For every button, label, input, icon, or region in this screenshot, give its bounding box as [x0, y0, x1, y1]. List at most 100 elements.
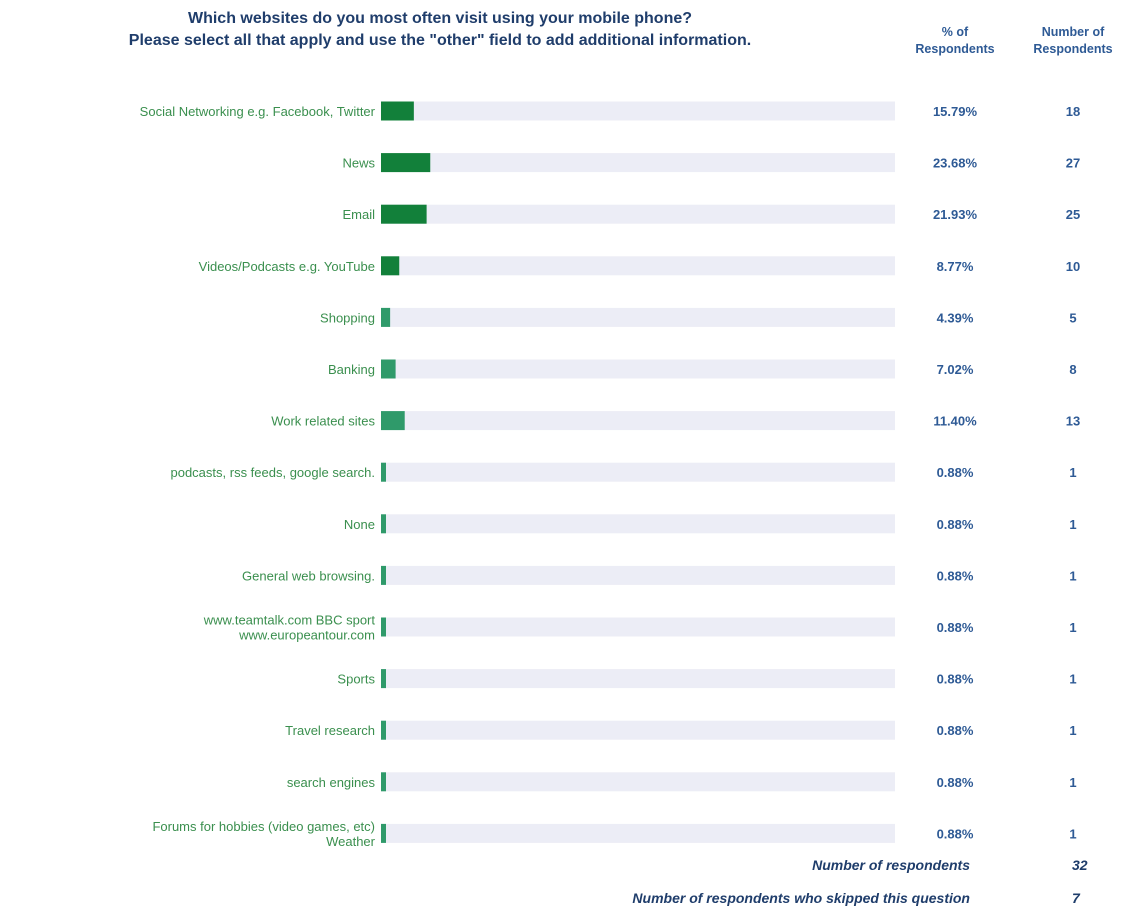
- count-label: 18: [1066, 104, 1080, 119]
- count-header-line-1: Number of: [1041, 25, 1105, 39]
- percent-label: 7.02%: [937, 362, 974, 377]
- category-label: www.europeantour.com: [238, 628, 375, 643]
- count-label: 1: [1069, 775, 1076, 790]
- chart-row: None 0.88% 1: [344, 514, 1077, 534]
- count-label: 25: [1066, 207, 1080, 222]
- chart-row: Videos/Podcasts e.g. YouTube 8.77% 10: [199, 256, 1080, 276]
- percent-label: 11.40%: [933, 414, 977, 429]
- percent-label: 0.88%: [937, 465, 974, 480]
- question-title-line-2: Please select all that apply and use the…: [128, 32, 752, 49]
- question-title-line-1: Which websites do you most often visit u…: [187, 10, 693, 27]
- bar: [381, 617, 386, 637]
- percent-label: 0.88%: [937, 517, 974, 532]
- count-label: 13: [1066, 414, 1080, 429]
- category-label: Forums for hobbies (video games, etc): [152, 819, 375, 834]
- category-label: Shopping: [320, 310, 375, 325]
- bar-track: [381, 256, 895, 276]
- count-label: 1: [1069, 723, 1076, 738]
- bar-track: [381, 411, 895, 431]
- percent-header-line-2: Respondents: [915, 42, 995, 56]
- count-label: 8: [1069, 362, 1076, 377]
- percent-header-line-1: % of: [941, 25, 969, 39]
- skipped-value: 7: [1072, 890, 1080, 906]
- bar-track: [381, 359, 895, 379]
- bar: [381, 772, 386, 792]
- chart-row: www.teamtalk.com BBC sportwww.europeanto…: [203, 613, 1077, 643]
- count-label: 27: [1066, 156, 1080, 171]
- percent-label: 21.93%: [933, 207, 978, 222]
- respondents-summary: Number of respondents 32: [500, 857, 1087, 881]
- percent-label: 23.68%: [933, 156, 978, 171]
- skipped-label: Number of respondents who skipped this q…: [632, 890, 970, 906]
- category-label: podcasts, rss feeds, google search.: [170, 465, 375, 480]
- category-label: Videos/Podcasts e.g. YouTube: [199, 259, 375, 274]
- chart-row: News 23.68% 27: [342, 153, 1080, 173]
- category-label: News: [342, 156, 375, 171]
- bar: [381, 823, 386, 843]
- bar-track: [381, 101, 895, 121]
- category-label: Work related sites: [271, 414, 375, 429]
- respondents-label: Number of respondents: [812, 857, 970, 873]
- count-header-line-2: Respondents: [1033, 42, 1113, 56]
- category-label: Travel research: [285, 723, 375, 738]
- count-label: 1: [1069, 517, 1076, 532]
- bar-track: [381, 462, 895, 482]
- percent-label: 0.88%: [937, 568, 974, 583]
- count-label: 1: [1069, 620, 1076, 635]
- chart-row: Sports 0.88% 1: [337, 669, 1077, 689]
- bar: [381, 307, 391, 327]
- bar-track: [381, 772, 895, 792]
- bar: [381, 256, 400, 276]
- respondents-value: 32: [1072, 857, 1088, 873]
- category-label: Banking: [328, 362, 375, 377]
- bar: [381, 411, 405, 431]
- count-label: 1: [1069, 568, 1076, 583]
- bar: [381, 359, 396, 379]
- bar: [381, 720, 386, 740]
- chart-row: Travel research 0.88% 1: [285, 720, 1077, 740]
- bar: [381, 101, 414, 121]
- percent-label: 4.39%: [937, 310, 974, 325]
- bar-track: [381, 514, 895, 534]
- category-label: Weather: [326, 834, 376, 849]
- bar-track: [381, 565, 895, 585]
- percent-label: 0.88%: [937, 826, 974, 841]
- category-label: search engines: [287, 775, 376, 790]
- chart-row: search engines 0.88% 1: [287, 772, 1077, 792]
- percent-label: 15.79%: [933, 104, 978, 119]
- chart-row: Social Networking e.g. Facebook, Twitter…: [140, 101, 1080, 121]
- percent-label: 0.88%: [937, 723, 974, 738]
- bar-track: [381, 153, 895, 173]
- count-label: 1: [1069, 465, 1076, 480]
- percent-label: 8.77%: [937, 259, 974, 274]
- count-label: 5: [1069, 310, 1076, 325]
- bar-track: [381, 669, 895, 689]
- question-title: Which websites do you most often visit u…: [0, 8, 880, 52]
- chart-row: podcasts, rss feeds, google search. 0.88%…: [170, 462, 1077, 482]
- count-label: 10: [1066, 259, 1080, 274]
- chart-row: Shopping 4.39% 5: [320, 307, 1077, 327]
- category-label: Sports: [337, 672, 375, 687]
- percent-label: 0.88%: [937, 775, 974, 790]
- bar: [381, 462, 386, 482]
- count-column-header: Number of Respondents: [1018, 24, 1127, 58]
- category-label: None: [344, 517, 375, 532]
- percent-column-header: % of Respondents: [900, 24, 1010, 58]
- response-bar-chart: Social Networking e.g. Facebook, Twitter…: [140, 101, 1080, 849]
- count-label: 1: [1069, 826, 1076, 841]
- percent-label: 0.88%: [937, 672, 974, 687]
- bar: [381, 669, 386, 689]
- category-label: General web browsing.: [242, 568, 375, 583]
- category-label: Social Networking e.g. Facebook, Twitter: [140, 104, 376, 119]
- count-label: 1: [1069, 672, 1076, 687]
- percent-label: 0.88%: [937, 620, 974, 635]
- bar-track: [381, 823, 895, 843]
- chart-row: Forums for hobbies (video games, etc)Wea…: [152, 819, 1076, 849]
- bar-track: [381, 720, 895, 740]
- bar: [381, 153, 431, 173]
- bar: [381, 204, 427, 224]
- chart-row: Work related sites 11.40% 13: [271, 411, 1080, 431]
- chart-row: General web browsing. 0.88% 1: [242, 565, 1077, 585]
- chart-row: Banking 7.02% 8: [328, 359, 1077, 379]
- chart-row: Email 21.93% 25: [342, 204, 1080, 224]
